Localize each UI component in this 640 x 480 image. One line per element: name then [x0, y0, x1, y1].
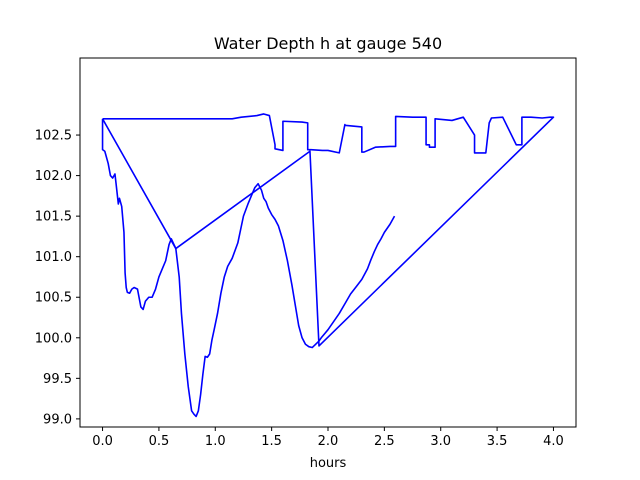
y-tick-label: 101.0	[35, 250, 72, 265]
plot-layer	[101, 113, 555, 418]
x-tick-label: 2.0	[318, 434, 339, 449]
x-tick-label: 3.5	[487, 434, 508, 449]
x-tick-label: 1.5	[261, 434, 282, 449]
series-line-1	[101, 118, 396, 418]
x-tick-label: 0.5	[149, 434, 170, 449]
axes-layer: 0.0 0.5 1.0 1.5 2.0 2.5 3.0 3.5 4.0 99.0 99.5 100.0…	[35, 57, 577, 449]
x-tick-label: 2.5	[374, 434, 395, 449]
chart-title: Water Depth h at gauge 540	[214, 34, 442, 53]
y-tick-label: 100.5	[35, 291, 72, 306]
y-tick-label: 100.0	[35, 331, 72, 346]
y-tick-label: 99.5	[43, 372, 72, 387]
x-tick-label: 0.0	[92, 434, 113, 449]
y-tick-label: 101.5	[35, 210, 72, 225]
x-axis-label: hours	[310, 456, 347, 471]
y-tick-label: 102.0	[35, 169, 72, 184]
series-line-2	[101, 113, 555, 347]
y-tick-label: 99.0	[43, 412, 72, 427]
plot-frame	[79, 57, 577, 428]
x-tick-label: 3.0	[430, 434, 451, 449]
y-tick-label: 102.5	[35, 129, 72, 144]
x-tick-label: 1.0	[205, 434, 226, 449]
x-tick-label: 4.0	[543, 434, 564, 449]
